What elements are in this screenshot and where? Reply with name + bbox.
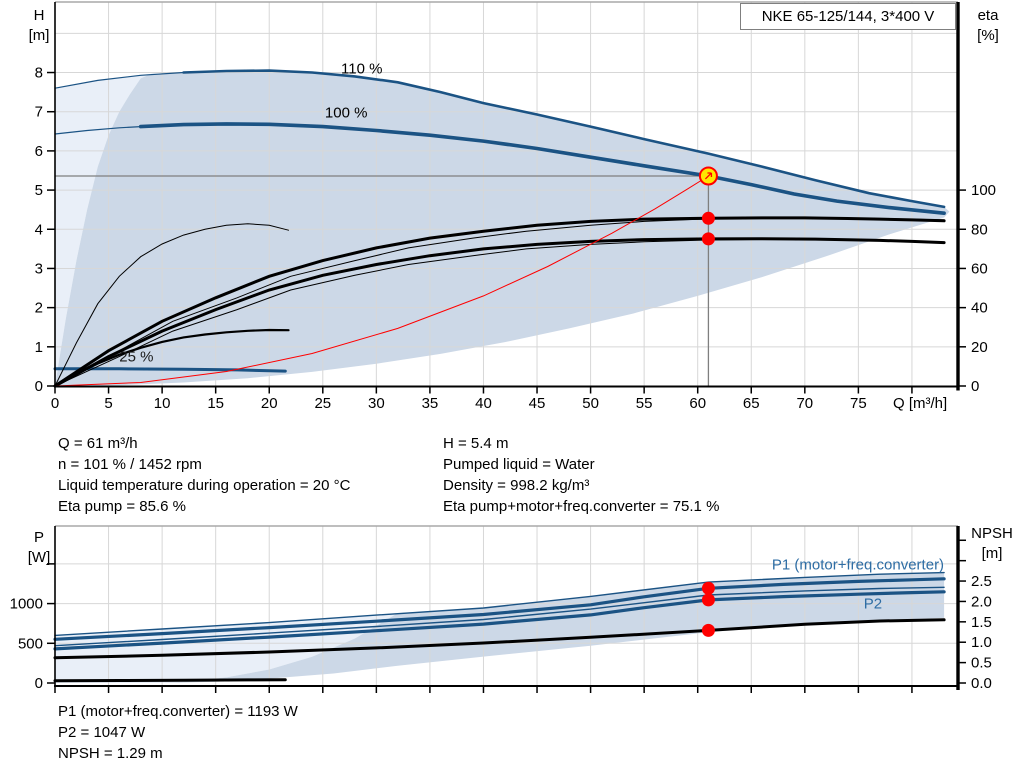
pump-title-box: NKE 65-125/144, 3*400 V (740, 3, 956, 30)
chart-text: 70 (796, 395, 813, 412)
duty-arrow-icon (704, 172, 713, 180)
curve-system-curve (54, 175, 709, 387)
curve-qh-110-lead (54, 71, 185, 89)
npsh-axis-label: NPSH [m] (971, 525, 1013, 562)
chart-text: 4 (35, 221, 43, 238)
chart-text: 7 (35, 104, 43, 121)
curve-qh-100-lead (54, 126, 142, 135)
chart-text: 40 (971, 300, 988, 317)
chart-text: 40 (475, 395, 492, 412)
chart-text: P2 (864, 596, 882, 613)
chart-text: 0 (971, 378, 979, 395)
chart-text: 0 (35, 378, 43, 395)
curve-p2-110 (54, 586, 945, 647)
info-left-line-3: Eta pump = 85.6 % (58, 498, 186, 515)
info-right-line-1: Pumped liquid = Water (443, 456, 595, 473)
eta-axis-label: eta [%] (977, 7, 999, 44)
p-axis-label: P [W] (27, 529, 51, 566)
curve-p2-100 (53, 590, 946, 651)
result-block: P1 (motor+freq.converter) = 1193 W P2 = 1… (58, 701, 298, 764)
p1-point (701, 581, 715, 595)
power-npsh-chart: 0 500 1000 0.0 0.5 1.0 1.5 2.0 2.5 P1 (motor+freq… (10, 525, 992, 693)
curve-p-25 (53, 678, 287, 683)
chart-text: 100 % (325, 105, 368, 122)
info-left-line-2: Liquid temperature during operation = 20… (58, 477, 351, 494)
curve-qh-100 (138, 122, 946, 215)
chart-text: 2.0 (971, 593, 992, 610)
curve-qh-25 (53, 367, 287, 373)
chart-text: 1000 (10, 596, 43, 613)
info-left-line-1: n = 101 % / 1452 rpm (58, 456, 202, 473)
chart-text: 8 (35, 65, 43, 82)
duty-info-right: H = 5.4 m Pumped liquid = Water Density = … (443, 433, 719, 517)
result-line-0: P1 (motor+freq.converter) = 1193 W (58, 703, 298, 720)
chart-text: 25 (314, 395, 331, 412)
chart-text: 20 (971, 339, 988, 356)
chart-text: 0 (51, 395, 59, 412)
chart-text: 60 (971, 260, 988, 277)
chart-text: 2 (35, 300, 43, 317)
chart-text: 3 (35, 260, 43, 277)
q-axis-label: Q [m³/h] (893, 395, 948, 412)
chart-text: 20 (261, 395, 278, 412)
chart-text: 50 (582, 395, 599, 412)
chart-text: 1.5 (971, 614, 992, 631)
p-envelope-main (162, 572, 945, 683)
eta-total-point (701, 232, 715, 246)
p2-point (701, 593, 715, 607)
chart-text: 110 % (341, 60, 382, 77)
chart-text: 1.0 (971, 634, 992, 651)
chart-text: 100 (971, 182, 996, 199)
chart-text: 1 (35, 339, 43, 356)
info-left-line-0: Q = 61 m³/h (58, 435, 138, 452)
chart-text: 6 (35, 143, 43, 160)
npsh-point (701, 623, 715, 637)
chart-text: 0.5 (971, 655, 992, 672)
curve-npsh-curve (53, 618, 946, 660)
eta-pump-point (701, 211, 715, 225)
curve-eta-arc-reduced-speed (54, 223, 289, 387)
chart-text: 15 (207, 395, 224, 412)
curve-p1-100 (53, 577, 946, 641)
chart-text: 30 (368, 395, 385, 412)
chart-text: P1 (motor+freq.converter) (772, 556, 944, 573)
chart-text: 65 (743, 395, 760, 412)
chart-text: 5 (104, 395, 112, 412)
h-axis-label: H [m] (28, 7, 50, 44)
qh-efficiency-chart: 0 5 10 15 20 25 30 35 40 45 50 55 60 65 70 750123456780… (35, 1, 996, 412)
chart-text: 60 (689, 395, 706, 412)
duty-info-left: Q = 61 m³/h n = 101 % / 1452 rpm Liquid te… (58, 433, 350, 517)
curve-p1-110 (54, 571, 945, 637)
envelope-light (55, 73, 152, 386)
chart-text: 500 (18, 635, 43, 652)
chart-text: 75 (850, 395, 867, 412)
chart-text: 10 (154, 395, 171, 412)
info-right-line-3: Eta pump+motor+freq.converter = 75.1 % (443, 498, 720, 515)
result-line-1: P2 = 1047 W (58, 724, 146, 741)
curve-eta-total-100 (53, 237, 946, 388)
curve-qh-110 (182, 69, 946, 209)
curve-eta-25 (53, 328, 290, 388)
chart-text: 25 % (119, 348, 153, 365)
curve-eta-pump-100 (53, 216, 946, 388)
info-right-line-0: H = 5.4 m (443, 435, 509, 452)
chart-text: 0 (35, 675, 43, 692)
chart-text: 55 (636, 395, 653, 412)
chart-text: 0.0 (971, 675, 992, 692)
info-right-line-2: Density = 998.2 kg/m³ (443, 477, 590, 494)
chart-text: 80 (971, 221, 988, 238)
chart-text: 2.5 (971, 573, 992, 590)
result-line-2: NPSH = 1.29 m (58, 745, 163, 762)
chart-text: 5 (35, 182, 43, 199)
pump-title: NKE 65-125/144, 3*400 V (761, 8, 935, 25)
chart-text: 45 (529, 395, 546, 412)
chart-text: 35 (422, 395, 439, 412)
